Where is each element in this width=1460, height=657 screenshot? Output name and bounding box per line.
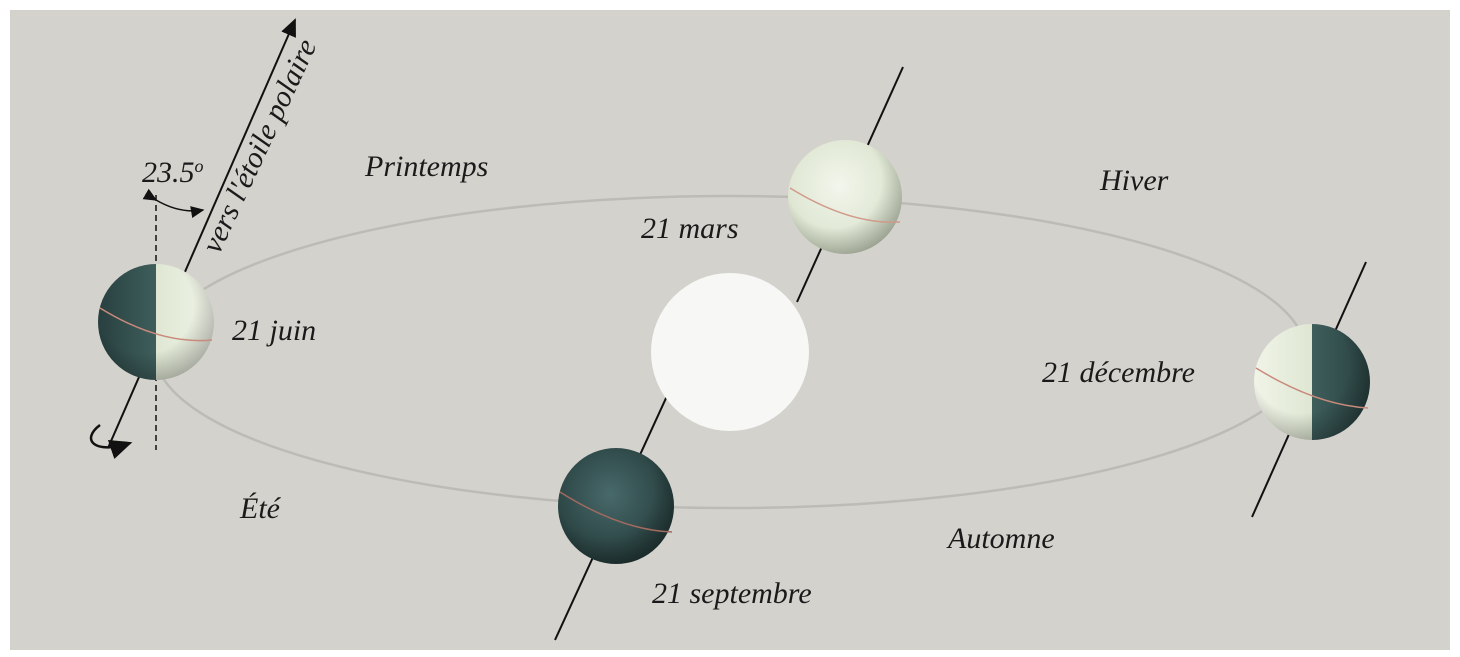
season-label: Automne xyxy=(946,522,1055,555)
sun xyxy=(651,273,809,431)
earth-june xyxy=(98,264,214,380)
season-label: Été xyxy=(239,492,282,525)
season-label: Hiver xyxy=(1099,164,1169,197)
date-label: 21 septembre xyxy=(652,577,812,610)
earth-september xyxy=(558,448,674,564)
season-label: Printemps xyxy=(364,150,488,183)
angle-label: 23.5o xyxy=(142,156,204,189)
diagram: vers l'étoile polaire 23.5o Printemps Hi… xyxy=(0,0,1460,657)
earth-march xyxy=(788,140,902,254)
date-label: 21 juin xyxy=(232,314,316,347)
angle-unit: o xyxy=(195,156,204,176)
earth-december xyxy=(1254,324,1370,440)
date-label: 21 mars xyxy=(641,212,739,245)
angle-value: 23.5 xyxy=(142,156,195,189)
date-label: 21 décembre xyxy=(1042,356,1195,389)
